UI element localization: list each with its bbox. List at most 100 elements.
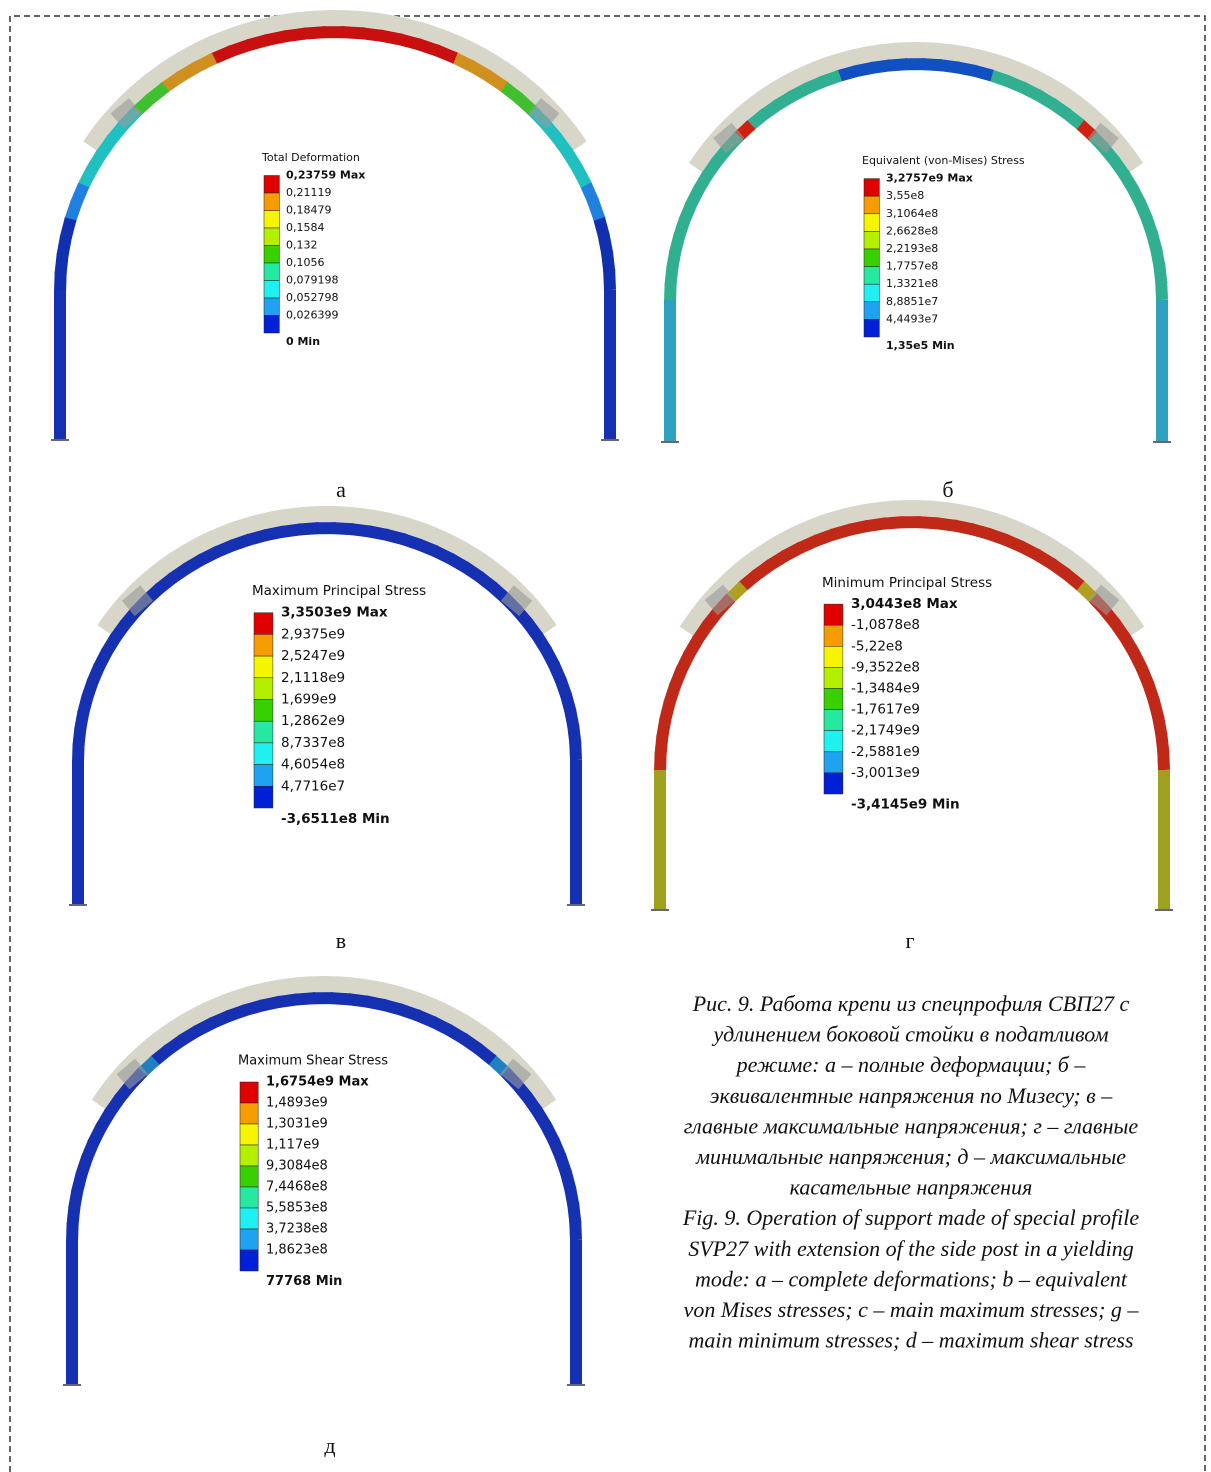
post (570, 760, 582, 905)
legend-title: Maximum Principal Stress (252, 583, 426, 599)
arch-segment (838, 71, 857, 76)
arch-segment (1125, 637, 1135, 654)
arch-segment (331, 998, 351, 999)
legend-swatch (240, 1103, 258, 1124)
legend-swatch (824, 752, 843, 773)
legend-swatch (254, 634, 273, 656)
arch-segment (573, 1204, 575, 1223)
legend-label: -3,6511e8 Min (281, 811, 390, 827)
arch-segment (537, 635, 547, 651)
arch-segment (186, 559, 203, 569)
arch-segment (971, 529, 990, 534)
arch-segment (80, 712, 83, 730)
arch-segment (957, 67, 976, 71)
arch-segment (266, 36, 287, 40)
arch-segment (1154, 700, 1159, 719)
legend-label: 4,7716e7 (281, 778, 345, 794)
caption-line: SVP27 with extension of the side post in… (688, 1236, 1133, 1261)
arch-segment (560, 1155, 566, 1173)
arch-segment (888, 64, 907, 65)
arch-segment (212, 51, 232, 59)
arch-segment (593, 200, 600, 219)
arch-segment (570, 1188, 574, 1207)
arch-segment (936, 523, 956, 526)
arch-segment (662, 718, 665, 737)
arch-segment (854, 68, 873, 72)
legend-label: 9,3084e8 (266, 1159, 328, 1174)
legend-label: -3,4145e9 Min (851, 797, 960, 813)
legend-swatch (240, 1082, 258, 1103)
legend-label: 1,3321e8 (886, 277, 938, 290)
legend-label: 1,117e9 (266, 1138, 320, 1153)
post (54, 290, 66, 440)
post (654, 770, 666, 910)
legend-label: 0,1584 (286, 221, 325, 234)
panel-label: в (336, 928, 346, 953)
arch-segment (553, 1140, 560, 1158)
arch-segment (334, 528, 354, 529)
arch-segment (402, 539, 420, 545)
legend-label: 3,7238e8 (266, 1222, 328, 1237)
legend-swatch (264, 228, 279, 246)
caption-line: режиме: а – полные деформации; б – (735, 1052, 1087, 1077)
legend-label: -1,7617e9 (851, 702, 920, 718)
arch-segment (216, 545, 234, 552)
legend-swatch (864, 231, 879, 249)
arch-segment (361, 33, 382, 36)
arch-segment (681, 654, 690, 672)
legend-swatch (824, 773, 843, 794)
legend-label: 0,052798 (286, 291, 339, 304)
arch-segment (77, 1173, 82, 1191)
arch-segment (228, 1010, 247, 1017)
legend-label: -5,22e8 (851, 638, 903, 654)
arch-segment (91, 153, 102, 171)
arch-segment (822, 76, 840, 82)
arch-segment (62, 236, 66, 256)
arch-segment (573, 726, 575, 744)
arch-segment (295, 998, 315, 999)
arch-segment (688, 639, 698, 656)
arch-segment (672, 251, 675, 269)
arch-segment (1140, 202, 1147, 219)
panel-label: д (324, 1433, 335, 1458)
arch-segment (99, 651, 107, 667)
arch-segment (791, 88, 808, 97)
arch-segment (66, 219, 71, 239)
arch-segment (278, 999, 298, 1002)
arch-segment (1123, 173, 1133, 189)
arch-segment (380, 36, 401, 40)
legend-label: 0 Min (286, 335, 320, 348)
caption-line: Fig. 9. Operation of support made of spe… (682, 1205, 1139, 1230)
panel: Equivalent (von-Mises) Stress3,2757e9 Ma… (661, 50, 1171, 502)
arch-segment (1141, 667, 1148, 685)
arch-segment (660, 753, 661, 772)
arch-segment (416, 1015, 434, 1023)
legend-label: 2,6628e8 (886, 224, 938, 237)
arch-segment (777, 96, 793, 106)
legend-swatch (864, 214, 879, 232)
arch-segment (232, 539, 250, 545)
arch-segment (78, 728, 80, 746)
legend-swatch (264, 176, 279, 194)
legend-label: 2,1118e9 (281, 670, 345, 686)
arch-segment (383, 1005, 402, 1010)
legend-swatch (254, 786, 273, 808)
caption-line: главные максимальные напряжения; г – гла… (684, 1113, 1139, 1138)
legend-swatch (864, 196, 879, 214)
legend-label: 1,8623e8 (266, 1243, 328, 1258)
arch-segment (675, 235, 680, 253)
arch-segment (299, 528, 318, 529)
arch-segment (919, 522, 939, 523)
legend-swatch (264, 281, 279, 299)
arch-segment (1163, 751, 1164, 770)
caption-line: касательные напряжения (790, 1175, 1033, 1200)
arch-segment (418, 544, 436, 551)
arch-segment (1022, 87, 1039, 96)
arch-segment (304, 32, 326, 34)
caption-line: эквивалентные напряжения по Мизесу; в – (710, 1083, 1113, 1108)
arch-segment (866, 523, 886, 526)
figure: Total Deformation0,23759 Max0,211190,184… (0, 0, 1211, 1472)
arch-segment (679, 219, 685, 237)
arch-segment (72, 1223, 73, 1242)
arch-segment (74, 1190, 77, 1209)
